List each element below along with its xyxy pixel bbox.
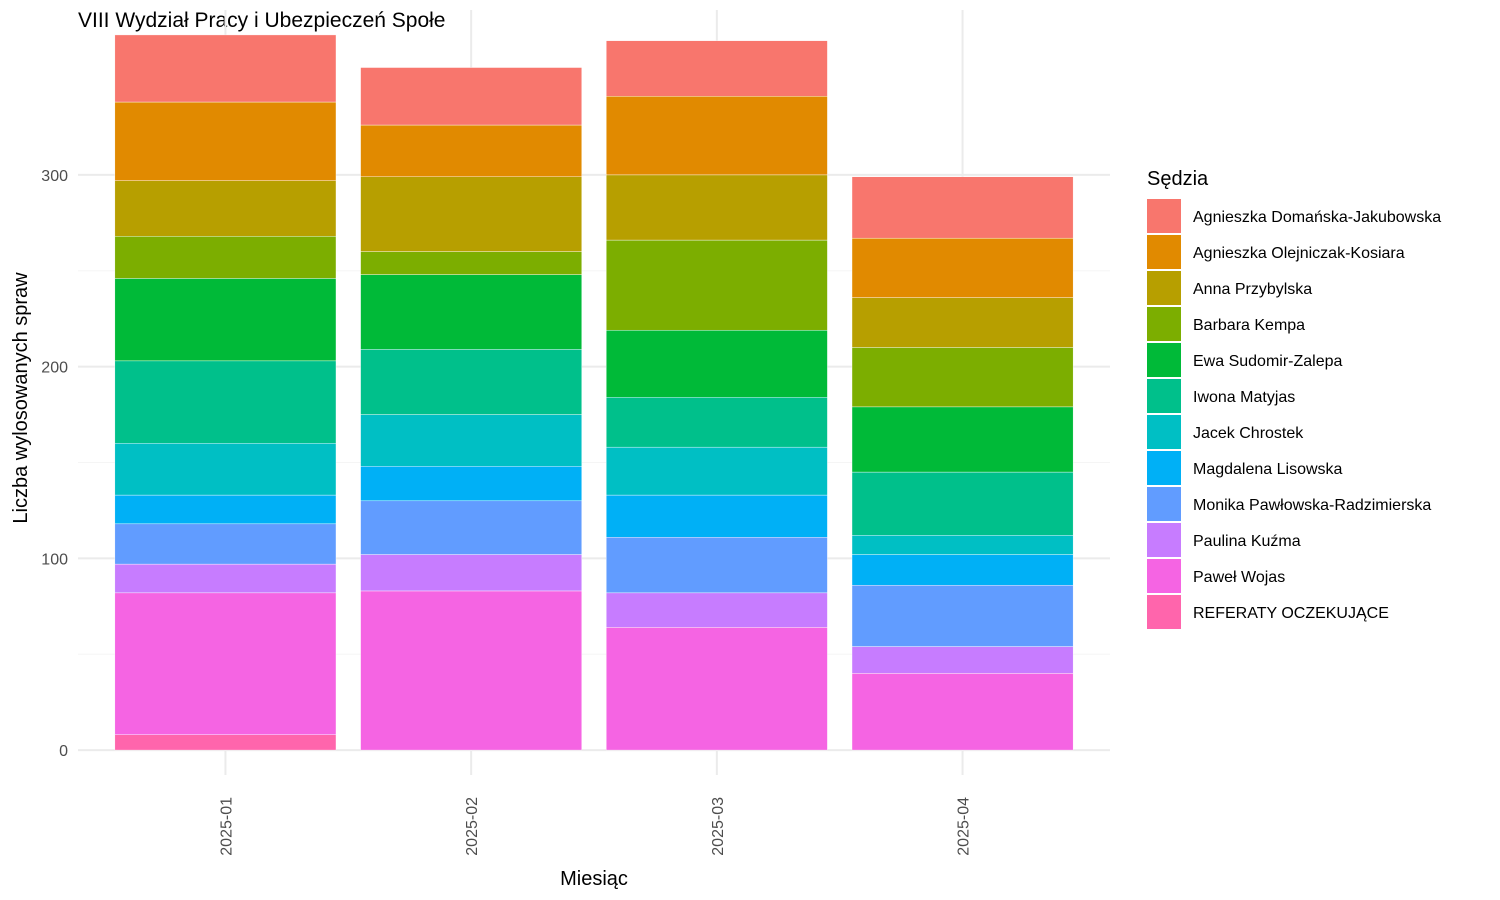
legend-label: Ewa Sudomir-Zalepa	[1193, 353, 1343, 370]
x-tick-label: 2025-03	[710, 797, 727, 856]
y-tick-label: 100	[41, 551, 68, 568]
bar-segment	[851, 406, 1074, 473]
bar-segment	[114, 523, 337, 565]
y-axis-ticks: 0 100 200 300	[41, 168, 68, 760]
y-axis-title: Liczba wylosowanych spraw	[10, 272, 32, 524]
legend-swatch	[1147, 451, 1181, 485]
bar-segment	[606, 174, 828, 241]
bar-segment	[851, 646, 1074, 674]
legend-swatch	[1147, 559, 1181, 593]
legend-swatch	[1147, 595, 1181, 629]
bar-segment	[606, 397, 828, 448]
bar-segment	[851, 535, 1074, 555]
bar-segment	[851, 471, 1074, 536]
bar-segment	[851, 176, 1074, 239]
bar-segment	[360, 349, 582, 415]
legend-swatch	[1147, 271, 1181, 305]
bars	[114, 34, 1074, 751]
x-axis-title: Miesiąc	[560, 868, 628, 890]
bar-segment	[606, 537, 828, 594]
bar-segment	[851, 237, 1074, 298]
bar-segment	[606, 592, 828, 628]
legend-label: Paweł Wojas	[1193, 569, 1285, 586]
bar-segment	[114, 494, 337, 525]
bar-segment	[360, 590, 582, 751]
legend-label: REFERATY OCZEKUJĄCE	[1193, 605, 1389, 622]
legend-swatch	[1147, 415, 1181, 449]
bar-segment	[114, 278, 337, 362]
bar-segment	[360, 500, 582, 555]
bar-segment	[851, 297, 1074, 348]
y-tick-label: 300	[41, 168, 68, 185]
legend-swatch	[1147, 235, 1181, 269]
bar-segment	[606, 40, 828, 97]
bar-segment	[360, 124, 582, 178]
bar-segment	[360, 414, 582, 467]
bar-segment	[606, 446, 828, 496]
bar-segment	[360, 176, 582, 252]
legend-swatch	[1147, 487, 1181, 521]
legend-swatch	[1147, 307, 1181, 341]
x-axis-ticks: 2025-01 2025-02 2025-03 2025-04	[218, 797, 972, 856]
y-tick-label: 0	[59, 743, 68, 760]
legend-label: Jacek Chrostek	[1193, 425, 1304, 442]
bar-segment	[606, 96, 828, 176]
legend-label: Barbara Kempa	[1193, 317, 1305, 334]
legend-label: Iwona Matyjas	[1193, 389, 1295, 406]
bar-segment	[114, 563, 337, 594]
x-tick-label: 2025-04	[956, 797, 973, 856]
chart-title: VIII Wydział Pracy i Ubezpieczeń Społe	[78, 9, 445, 32]
x-tick-label: 2025-02	[464, 797, 481, 856]
bar-segment	[606, 329, 828, 398]
legend-swatch	[1147, 199, 1181, 233]
bar-segment	[360, 274, 582, 350]
bar-segment	[114, 360, 337, 444]
bar-segment	[851, 347, 1074, 408]
bar-segment	[606, 239, 828, 331]
bar-segment	[114, 236, 337, 279]
bar-segment	[114, 443, 337, 496]
bar-segment	[851, 584, 1074, 647]
bar-segment	[606, 627, 828, 751]
legend: Sędzia Agnieszka Domańska-Jakubowska Agni…	[1147, 168, 1441, 629]
bar-segment	[114, 34, 337, 103]
bar-segment	[114, 734, 337, 751]
legend-swatch	[1147, 523, 1181, 557]
bar-segment	[360, 466, 582, 502]
bar-segment	[360, 554, 582, 592]
legend-title: Sędzia	[1147, 168, 1209, 190]
bar-segment	[851, 554, 1074, 586]
legend-label: Anna Przybylska	[1193, 281, 1312, 298]
bar-segment	[360, 251, 582, 275]
legend-label: Paulina Kuźma	[1193, 533, 1301, 550]
bar-segment	[114, 101, 337, 181]
legend-swatch	[1147, 343, 1181, 377]
legend-label: Agnieszka Domańska-Jakubowska	[1193, 209, 1441, 226]
y-tick-label: 200	[41, 360, 68, 377]
bar-segment	[606, 494, 828, 538]
legend-label: Magdalena Lisowska	[1193, 461, 1343, 478]
legend-label: Agnieszka Olejniczak-Kosiara	[1193, 245, 1405, 262]
bar-segment	[114, 180, 337, 237]
x-tick-label: 2025-01	[218, 797, 235, 856]
legend-swatch	[1147, 379, 1181, 413]
bar-segment	[114, 592, 337, 735]
legend-label: Monika Pawłowska-Radzimierska	[1193, 497, 1431, 514]
bar-segment	[360, 67, 582, 126]
bar-segment	[851, 673, 1074, 751]
